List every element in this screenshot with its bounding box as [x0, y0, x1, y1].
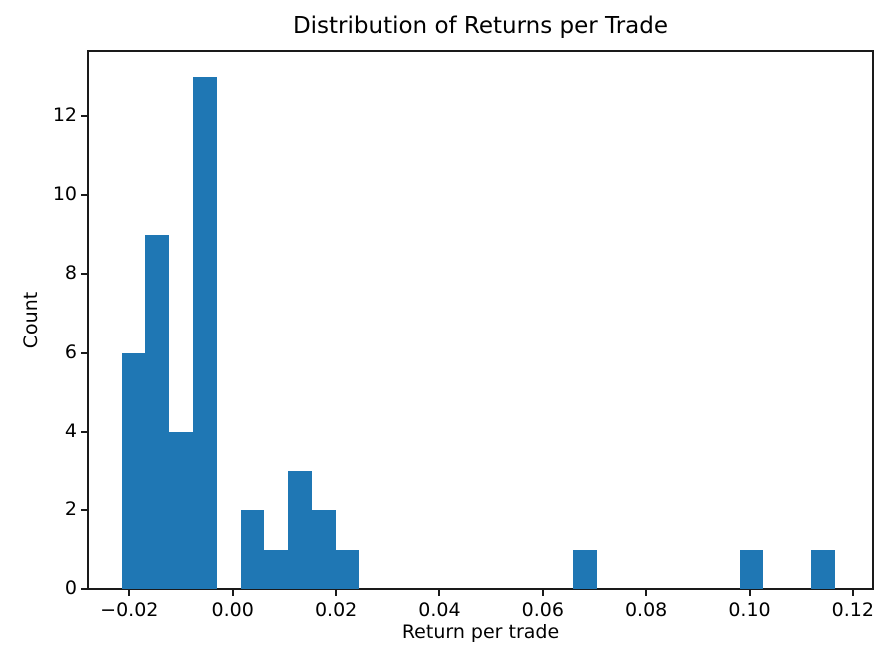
x-tick-mark	[128, 589, 131, 596]
x-tick-mark	[748, 589, 751, 596]
y-tick-label: 6	[64, 340, 77, 363]
x-axis-label: Return per trade	[401, 621, 560, 643]
x-tick-label: 0.06	[521, 599, 564, 621]
x-tick-mark	[231, 589, 234, 596]
x-tick-mark	[335, 589, 338, 596]
y-tick-label: 2	[64, 498, 77, 521]
x-tick-label: 0.10	[728, 599, 771, 621]
y-tick-mark	[81, 351, 88, 354]
histogram-bar	[169, 431, 193, 589]
histogram-bar	[192, 77, 217, 589]
histogram-bar	[573, 549, 598, 589]
y-tick-label: 12	[52, 104, 77, 127]
x-tick-label: 0.12	[831, 599, 874, 621]
x-tick-label: 0.08	[624, 599, 668, 621]
x-tick-mark	[851, 589, 854, 596]
y-tick-label: 4	[64, 419, 77, 442]
histogram-bar	[739, 549, 764, 589]
x-tick-label: 0.00	[211, 599, 254, 621]
y-tick-label: 0	[64, 577, 77, 599]
histogram-bar	[311, 510, 336, 589]
histogram-bar	[288, 470, 312, 589]
histogram-bar	[145, 234, 170, 589]
y-tick-mark	[81, 115, 88, 118]
x-tick-mark	[645, 589, 648, 596]
y-tick-label: 10	[52, 183, 77, 206]
y-tick-mark	[81, 194, 88, 197]
y-tick-mark	[81, 272, 88, 275]
histogram-bar	[240, 510, 265, 589]
histogram-bar	[811, 549, 835, 589]
y-tick-mark	[81, 430, 88, 433]
x-tick-mark	[438, 589, 441, 596]
histogram-bar	[335, 549, 360, 589]
x-tick-label: 0.02	[314, 599, 358, 621]
plot-area	[87, 50, 874, 590]
x-tick-label: 0.04	[418, 599, 461, 621]
y-tick-mark	[81, 509, 88, 512]
chart-title: Distribution of Returns per Trade	[292, 13, 669, 39]
x-tick-mark	[541, 589, 544, 596]
histogram-bar	[264, 549, 288, 589]
histogram-bar	[121, 352, 146, 589]
y-tick-mark	[81, 588, 88, 590]
x-tick-label: −0.02	[100, 599, 159, 621]
y-tick-label: 8	[64, 261, 77, 284]
